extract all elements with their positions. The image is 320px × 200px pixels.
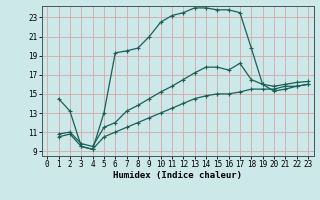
- X-axis label: Humidex (Indice chaleur): Humidex (Indice chaleur): [113, 171, 242, 180]
